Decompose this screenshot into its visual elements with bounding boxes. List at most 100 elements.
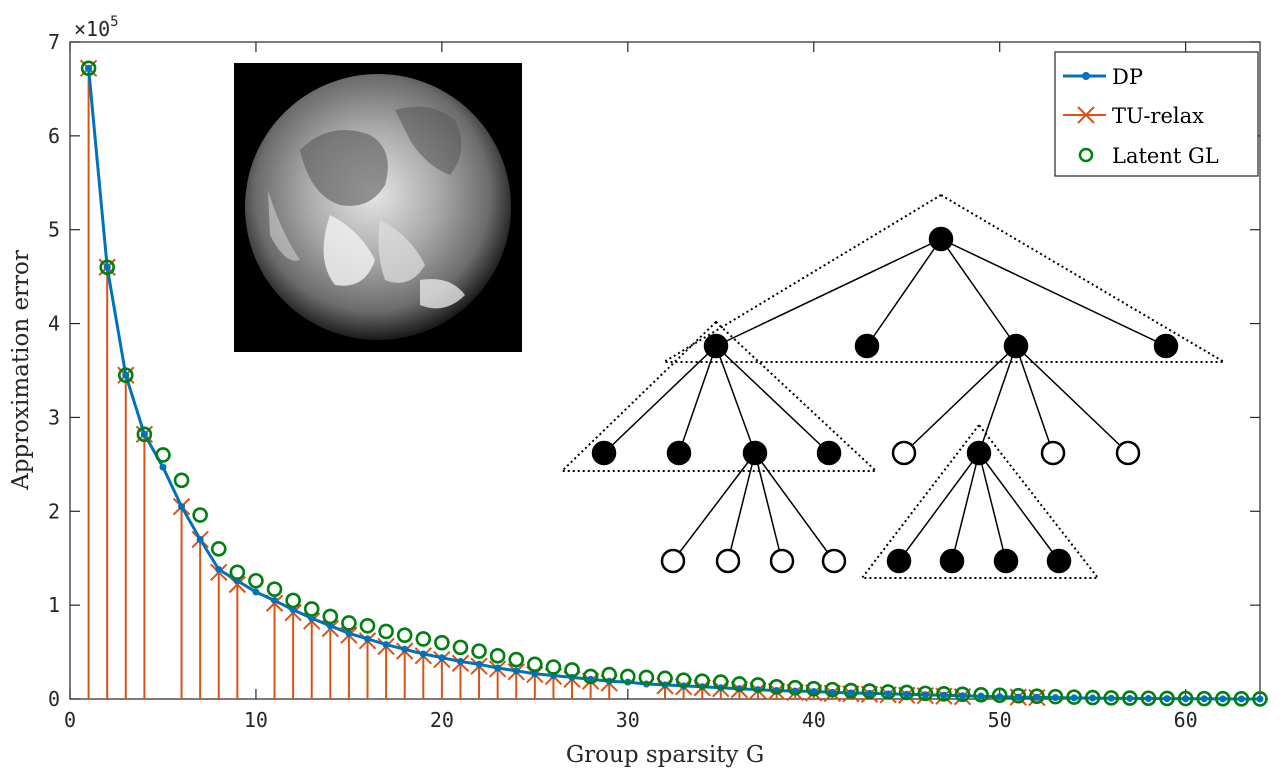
latent-gl-point bbox=[1196, 690, 1213, 707]
tree-edges bbox=[603, 238, 1167, 562]
dp-point bbox=[866, 689, 874, 697]
tree-diagram bbox=[559, 193, 1228, 579]
svg-text:TU-relax: TU-relax bbox=[1112, 104, 1204, 128]
dp-point bbox=[494, 664, 502, 672]
dp-point bbox=[364, 635, 371, 643]
dp-point bbox=[828, 688, 836, 696]
latent-gl-point bbox=[341, 615, 357, 631]
dp-point bbox=[1033, 693, 1041, 701]
latent-gl-point bbox=[582, 668, 599, 685]
dp-point bbox=[977, 692, 985, 700]
latent-gl-point bbox=[1029, 688, 1045, 704]
latent-gl-point bbox=[824, 681, 841, 698]
latent-gl-point bbox=[1159, 690, 1175, 707]
latent-gl-point bbox=[675, 672, 692, 689]
dp-point bbox=[1051, 694, 1059, 702]
latent-gl-point bbox=[136, 426, 153, 443]
tree-node-open bbox=[715, 548, 741, 574]
latent-gl-point bbox=[917, 685, 934, 702]
latent-gl-point bbox=[229, 564, 246, 581]
x-tick-label: 0 bbox=[64, 708, 76, 732]
latent-gl-point bbox=[80, 60, 97, 77]
dp-point bbox=[959, 692, 966, 700]
latent-gl-point bbox=[657, 670, 673, 687]
tree-node-filled bbox=[966, 440, 992, 466]
latent-gl-point bbox=[1233, 691, 1250, 707]
dp-point bbox=[178, 503, 186, 511]
latent-gl-point bbox=[489, 648, 506, 664]
x-tick-label: 50 bbox=[988, 708, 1012, 732]
dp-point bbox=[1256, 695, 1264, 703]
dp-point bbox=[1144, 695, 1152, 703]
dp-point bbox=[1014, 693, 1022, 701]
tree-node-filled bbox=[666, 440, 692, 466]
latent-gl-point bbox=[285, 592, 301, 609]
dp-point bbox=[475, 660, 483, 668]
tree-node-open bbox=[1115, 440, 1141, 466]
dp-point bbox=[996, 693, 1004, 701]
x-tick-label: 40 bbox=[802, 708, 826, 732]
dp-point bbox=[140, 430, 148, 438]
y-tick-label: 2 bbox=[48, 499, 60, 523]
latent-gl-point bbox=[508, 651, 525, 668]
latent-gl-point bbox=[768, 678, 785, 695]
dp-point bbox=[196, 535, 204, 543]
y-multiplier: ×105 bbox=[74, 14, 119, 41]
tree-node-filled bbox=[993, 548, 1019, 574]
dp-point bbox=[810, 687, 818, 695]
latent-gl-point bbox=[359, 617, 376, 634]
tree-node-filled bbox=[1153, 333, 1179, 359]
dp-point bbox=[847, 689, 855, 697]
y-tick-label: 4 bbox=[48, 312, 60, 336]
dp-point bbox=[1126, 694, 1134, 702]
svg-text:DP: DP bbox=[1112, 65, 1143, 89]
y-tick-label: 3 bbox=[48, 405, 60, 429]
latent-gl-point bbox=[750, 677, 766, 693]
latent-gl-point bbox=[1215, 690, 1231, 707]
latent-gl-point bbox=[1047, 688, 1064, 705]
dp-point bbox=[159, 463, 167, 471]
svg-text:Latent GL: Latent GL bbox=[1112, 144, 1219, 168]
latent-gl-point bbox=[712, 674, 729, 690]
dp-point bbox=[531, 670, 539, 678]
dp-point bbox=[438, 654, 446, 662]
legend-item-latent-gl: Latent GL bbox=[1078, 144, 1219, 168]
dp-point bbox=[587, 675, 595, 683]
dp-point bbox=[326, 622, 334, 630]
dp-point bbox=[252, 588, 260, 596]
latent-gl-point bbox=[471, 643, 487, 659]
dp-point bbox=[1237, 695, 1245, 703]
dp-point bbox=[1182, 695, 1190, 703]
x-axis: 0 10 20 30 40 50 60 bbox=[64, 42, 1198, 732]
y-axis-label: Approximation error bbox=[8, 250, 34, 491]
tree-nodes bbox=[591, 226, 1179, 574]
dp-point bbox=[903, 690, 911, 698]
latent-gl-point bbox=[564, 662, 580, 678]
latent-gl-point bbox=[155, 447, 171, 463]
dp-point bbox=[401, 645, 409, 653]
latent-gl-point bbox=[415, 631, 432, 647]
latent-gl-point bbox=[694, 673, 710, 689]
y-tick-label: 7 bbox=[48, 30, 60, 54]
latent-gl-point bbox=[322, 608, 339, 625]
dp-point bbox=[1107, 694, 1115, 702]
x-tick-label: 20 bbox=[430, 708, 454, 732]
dp-point bbox=[345, 629, 353, 637]
latent-gl-point bbox=[303, 601, 320, 617]
series-latent-gl bbox=[80, 60, 1268, 707]
x-tick-label: 30 bbox=[616, 708, 640, 732]
latent-gl-point bbox=[1252, 691, 1268, 707]
tree-node-filled bbox=[886, 548, 912, 574]
latent-gl-point bbox=[861, 683, 878, 699]
latent-gl-point bbox=[378, 623, 394, 640]
dp-point bbox=[419, 650, 427, 658]
dp-point bbox=[382, 641, 390, 649]
latent-gl-point bbox=[601, 666, 618, 683]
latent-gl-point bbox=[954, 686, 971, 703]
dp-point bbox=[884, 690, 892, 698]
tree-node-filled bbox=[742, 440, 768, 466]
latent-gl-point bbox=[99, 259, 115, 276]
dp-point bbox=[122, 371, 130, 379]
dp-point bbox=[456, 657, 464, 665]
